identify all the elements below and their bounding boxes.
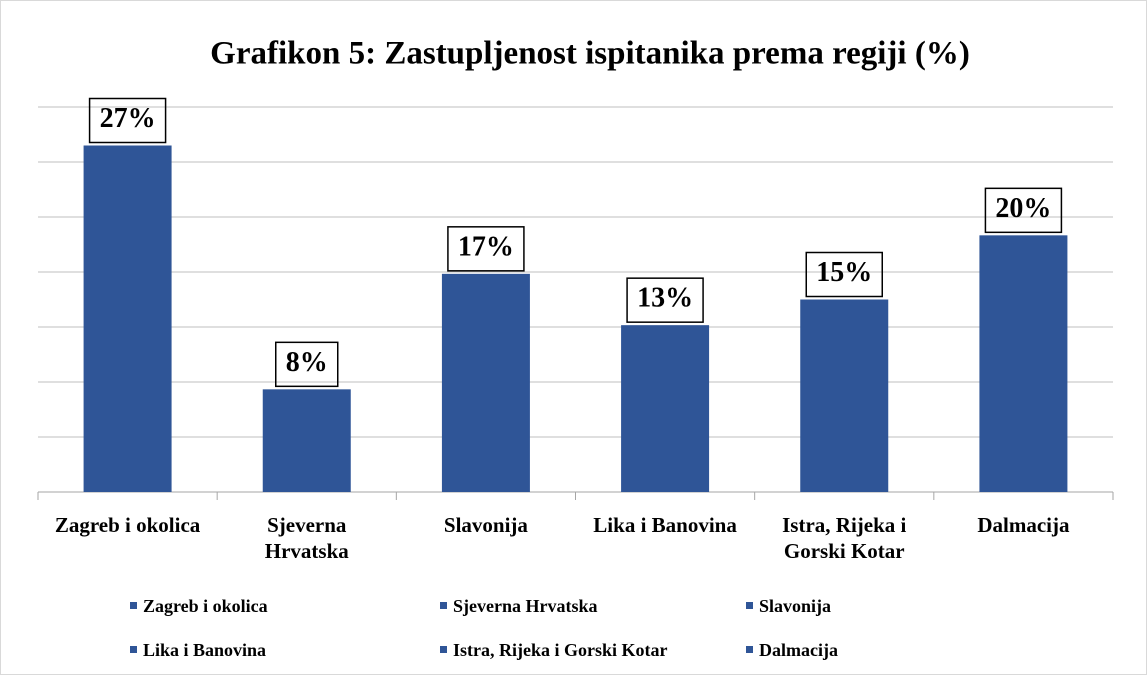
data-label: 20% xyxy=(995,193,1051,224)
legend-swatch xyxy=(130,602,137,610)
bar xyxy=(262,389,351,492)
legend-label: Istra, Rijeka i Gorski Kotar xyxy=(453,640,668,660)
data-label: 15% xyxy=(816,257,872,288)
legend-label: Lika i Banovina xyxy=(143,640,267,660)
legend-item: Slavonija xyxy=(746,596,831,617)
data-label: 8% xyxy=(286,347,328,378)
data-label-box xyxy=(447,226,525,272)
legend-item: Dalmacija xyxy=(746,640,838,661)
legend-label: Zagreb i okolica xyxy=(143,596,268,616)
legend-label: Sjeverna Hrvatska xyxy=(453,596,598,616)
x-tick-label: Dalmacija xyxy=(977,513,1070,537)
legend-item: Zagreb i okolica xyxy=(130,596,268,617)
bar xyxy=(621,325,710,492)
legend-item: Istra, Rijeka i Gorski Kotar xyxy=(440,640,667,661)
x-tick-label: Istra, Rijeka i Gorski Kotar xyxy=(782,513,907,563)
legend-item: Lika i Banovina xyxy=(130,640,266,661)
chart-title: Grafikon 5: Zastupljenost ispitanika pre… xyxy=(210,36,970,72)
legend-swatch xyxy=(440,602,447,610)
x-tick-label: Zagreb i okolica xyxy=(54,513,201,537)
legend-swatch xyxy=(130,646,137,654)
bar xyxy=(83,145,172,492)
data-label-box xyxy=(275,341,339,388)
x-tick-label: Lika i Banovina xyxy=(593,513,737,537)
bar xyxy=(800,299,889,492)
data-label: 27% xyxy=(100,103,156,134)
data-label: 13% xyxy=(637,283,693,314)
data-label-box xyxy=(805,251,883,298)
data-label-box xyxy=(984,187,1063,234)
x-tick-label: Sjeverna Hrvatska xyxy=(264,513,349,563)
legend-swatch xyxy=(746,646,753,654)
data-label-box xyxy=(626,277,704,323)
legend-label: Dalmacija xyxy=(759,640,838,660)
bar xyxy=(979,235,1068,493)
data-label-box xyxy=(88,97,167,144)
legend-swatch xyxy=(746,602,753,610)
legend-swatch xyxy=(440,646,447,654)
legend-label: Slavonija xyxy=(759,596,832,616)
legend-item: Sjeverna Hrvatska xyxy=(440,596,597,617)
data-label: 17% xyxy=(458,231,514,262)
x-tick-label: Slavonija xyxy=(443,513,528,537)
bar xyxy=(441,273,530,492)
